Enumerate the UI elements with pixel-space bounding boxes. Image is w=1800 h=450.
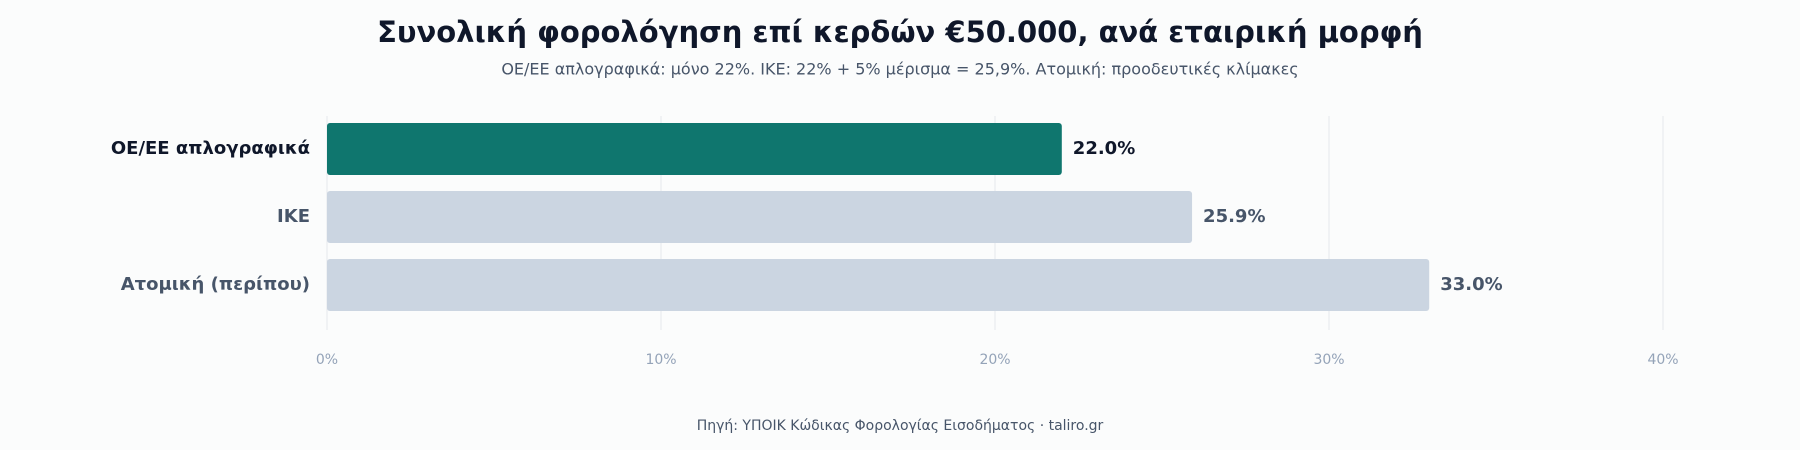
category-label: ΙΚΕ [277,206,310,227]
x-tick-label: 30% [1313,352,1344,368]
bar [327,191,1193,243]
category-label: Ατομική (περίπου) [121,274,310,295]
value-label: 33.0% [1440,274,1502,295]
bar [327,259,1430,311]
source-note: Πηγή: ΥΠΟΙΚ Κώδικας Φορολογίας Εισοδήματ… [697,418,1104,434]
x-tick-label: 20% [979,352,1010,368]
value-label: 22.0% [1073,138,1135,159]
category-label: ΟΕ/ΕΕ απλογραφικά [111,138,310,159]
x-tick-label: 10% [645,352,676,368]
bar [327,123,1062,175]
chart-subtitle: ΟΕ/ΕΕ απλογραφικά: μόνο 22%. ΙΚΕ: 22% + … [501,60,1298,79]
chart-title: Συνολική φορολόγηση επί κερδών €50.000, … [377,15,1423,49]
value-label: 25.9% [1203,206,1265,227]
x-tick-label: 0% [316,352,338,368]
x-tick-label: 40% [1647,352,1678,368]
